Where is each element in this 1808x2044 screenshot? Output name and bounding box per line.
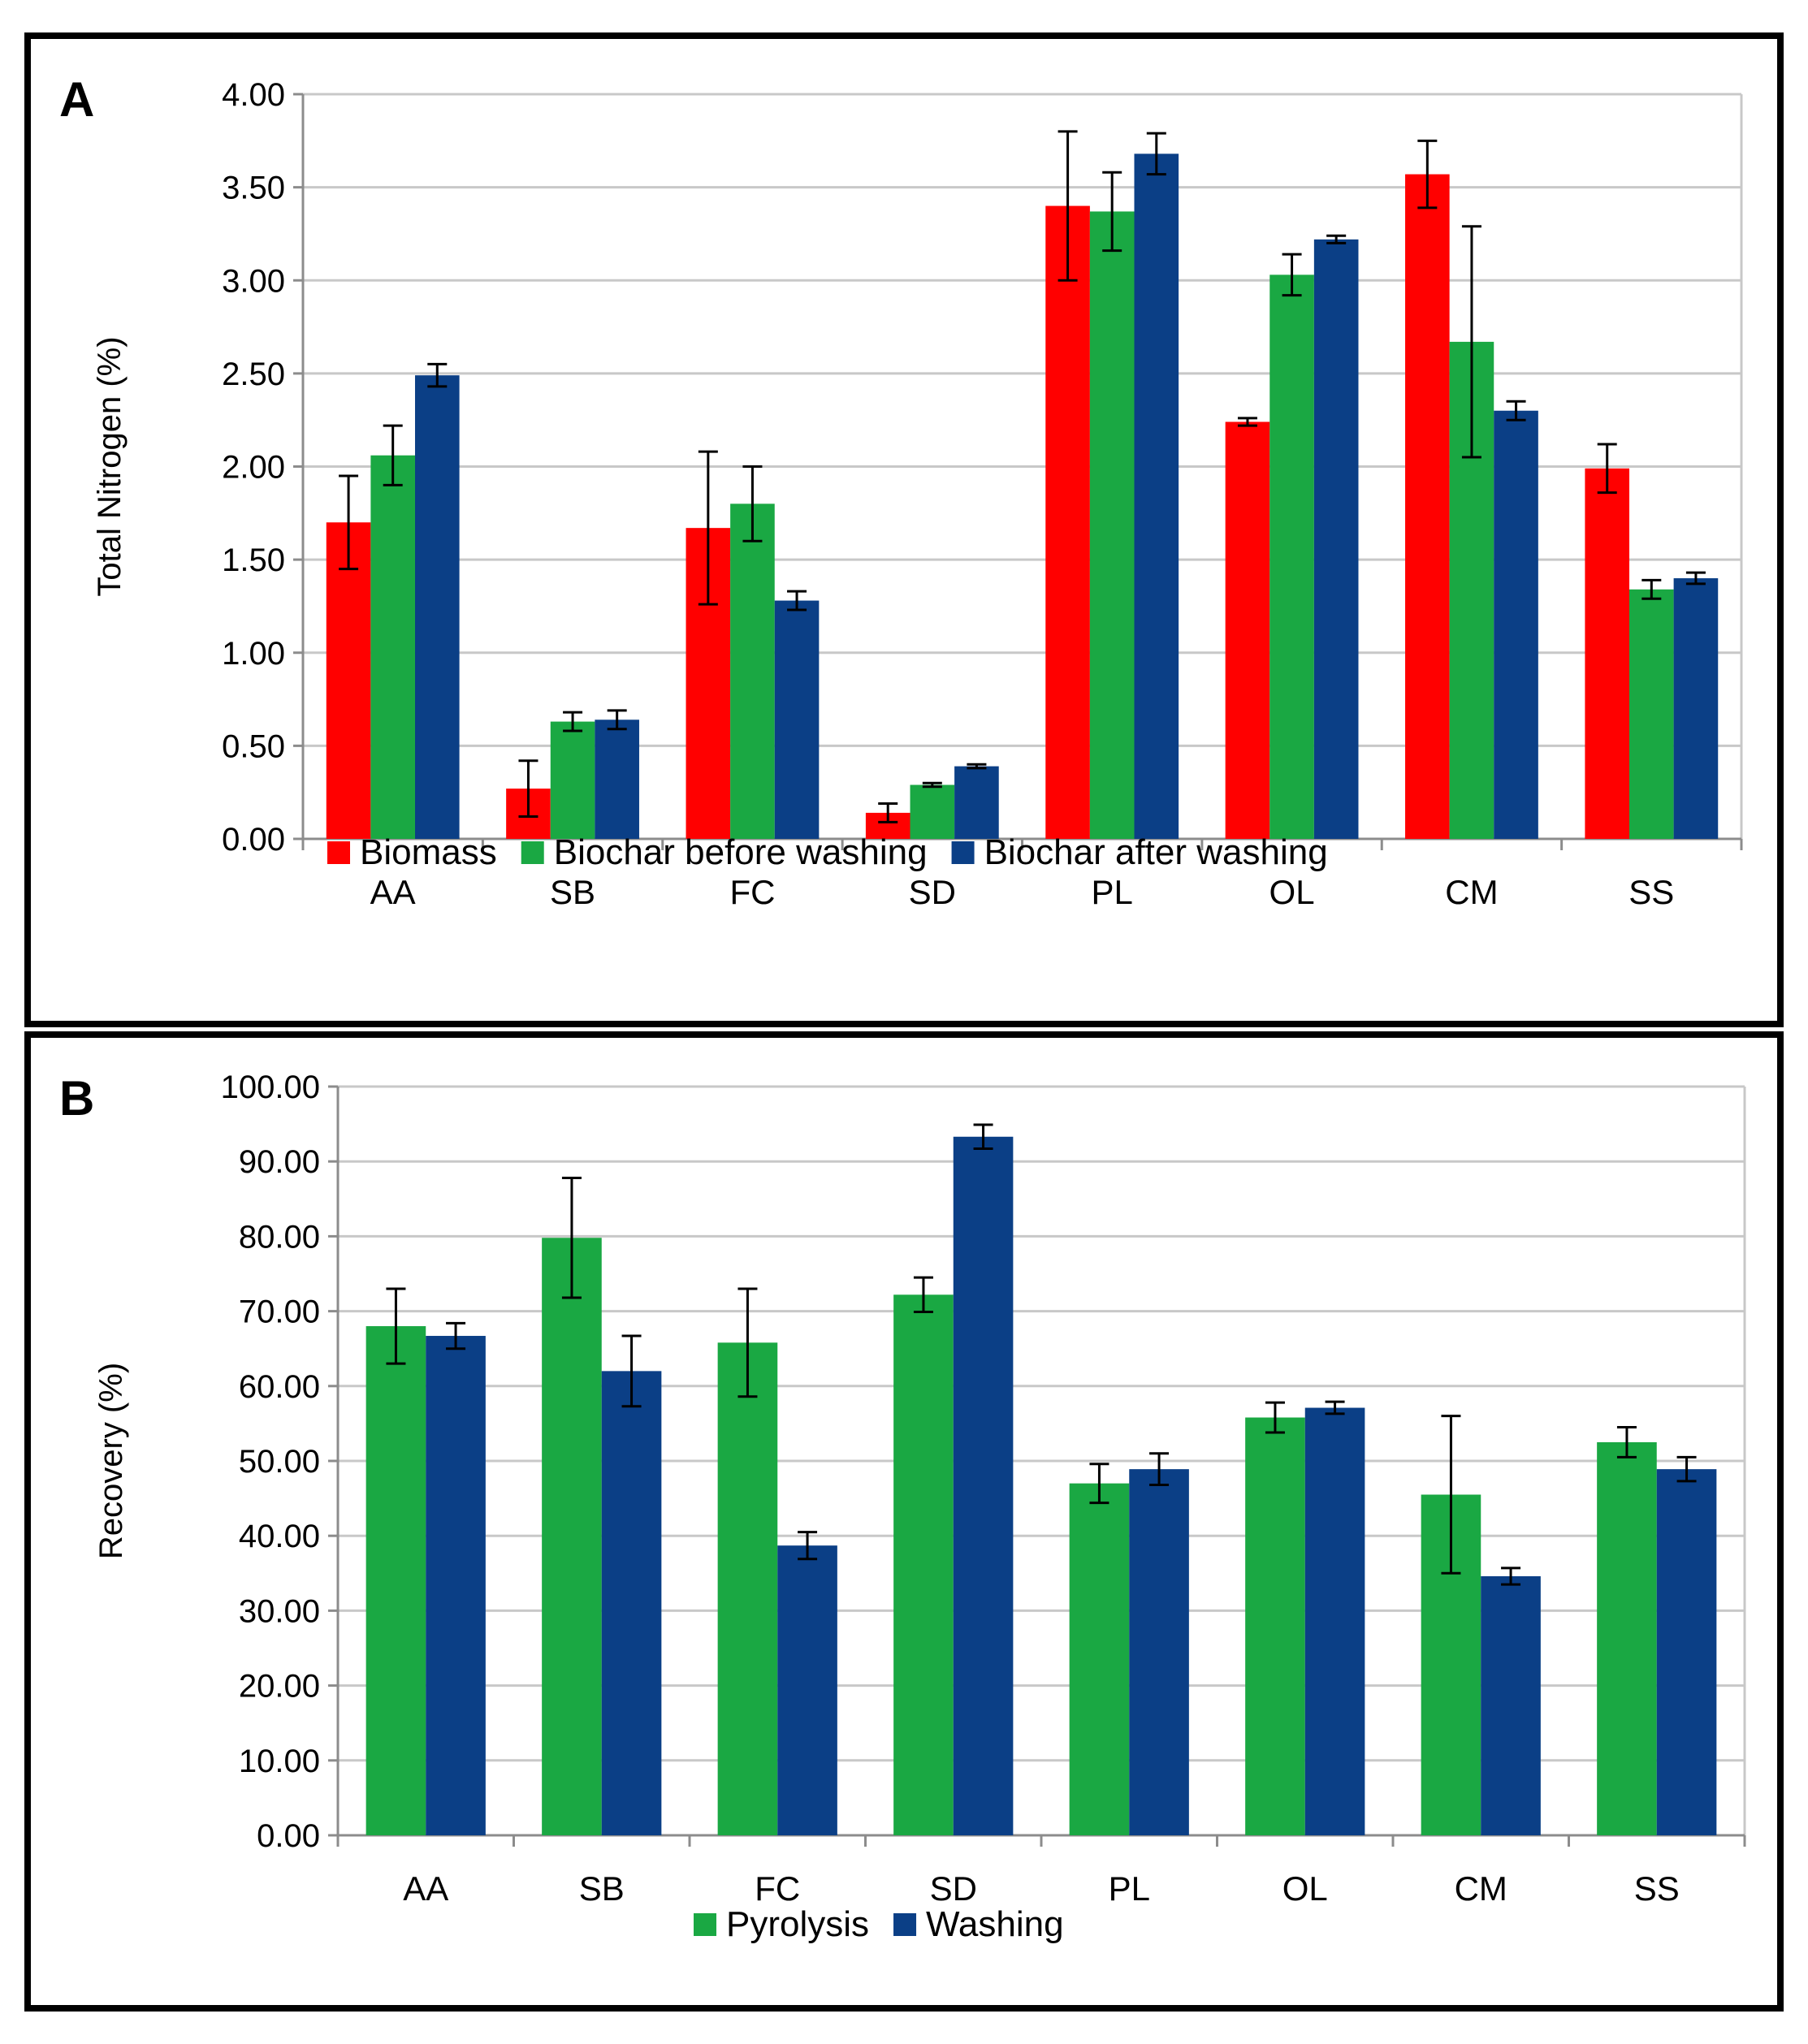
- c0-xtick-label: SS: [1628, 873, 1674, 911]
- c0-xtick-label: OL: [1269, 873, 1315, 911]
- c0-xtick-label: SB: [550, 873, 595, 911]
- y-axis-label-a: Total Nitrogen (%): [92, 336, 128, 596]
- c1-xtick-label: CM: [1455, 1869, 1507, 1908]
- c1-ytick-label: 50.00: [239, 1444, 320, 1480]
- c1-bar-pyrolysis-ol: [1245, 1417, 1305, 1835]
- c1-ytick-label: 80.00: [239, 1219, 320, 1255]
- c0-legend-label-biochar-after-washing: Biochar after washing: [984, 832, 1328, 872]
- chart-a: A Total Nitrogen (%) 0.00 0.50 1.00 1.50 2.0…: [59, 72, 1743, 911]
- c1-bar-washing-sb: [601, 1371, 662, 1835]
- c1-bar-washing-ol: [1304, 1407, 1365, 1835]
- c1-bar-washing-sd: [953, 1136, 1014, 1835]
- c1-bar-pyrolysis-fc: [717, 1342, 778, 1835]
- c0-bar-biochar-after-washing-ol: [1313, 239, 1359, 839]
- c1-bar-washing-pl: [1129, 1469, 1189, 1835]
- c1-bar-washing-aa: [426, 1336, 486, 1835]
- c0-bar-biochar-after-washing-sd: [954, 766, 999, 839]
- c0-bar-biochar-before-washing-sd: [910, 784, 955, 839]
- c1-xtick-label: SB: [579, 1869, 625, 1908]
- c0-bar-biochar-before-washing-aa: [370, 455, 415, 839]
- c0-legend-label-biomass: Biomass: [360, 832, 497, 872]
- c1-bar-pyrolysis-aa: [365, 1326, 426, 1835]
- c0-bar-biochar-after-washing-pl: [1134, 153, 1179, 840]
- panel-label-a: A: [59, 72, 94, 127]
- c0-bar-biochar-after-washing-ss: [1673, 578, 1719, 839]
- c0-bar-biochar-after-washing-aa: [414, 375, 460, 840]
- c0-ytick-label: 3.00: [222, 263, 285, 299]
- c1-legend-swatch-pyrolysis: [694, 1913, 716, 1936]
- c0-bar-biochar-before-washing-pl: [1089, 211, 1135, 839]
- c1-ytick-label: 20.00: [239, 1669, 320, 1705]
- c0-ytick-label: 1.50: [222, 542, 285, 578]
- c0-ytick-label: 0.50: [222, 728, 285, 764]
- c1-bar-washing-fc: [777, 1545, 837, 1835]
- c1-legend-label-pyrolysis: Pyrolysis: [726, 1904, 869, 1944]
- c0-bar-biomass-ol: [1225, 421, 1270, 839]
- c1-ytick-label: 0.00: [257, 1818, 320, 1854]
- c0-xtick-label: SD: [909, 873, 956, 911]
- c1-legend-swatch-washing: [893, 1913, 917, 1936]
- c1-xtick-label: SS: [1634, 1869, 1680, 1908]
- c0-legend-swatch-biomass: [327, 841, 350, 864]
- c1-ytick-label: 10.00: [239, 1744, 320, 1779]
- c0-ytick-label: 2.00: [222, 450, 285, 486]
- c1-xtick-label: FC: [755, 1869, 800, 1908]
- c0-bar-biochar-after-washing-cm: [1494, 410, 1538, 840]
- c1-ytick-label: 90.00: [239, 1144, 320, 1180]
- c0-bar-biochar-before-washing-ol: [1269, 274, 1314, 839]
- c0-ytick-label: 0.00: [222, 822, 285, 858]
- c1-bar-pyrolysis-sb: [542, 1238, 602, 1835]
- c1-ytick-label: 40.00: [239, 1519, 320, 1554]
- c1-ytick-label: 60.00: [239, 1369, 320, 1405]
- c1-ytick-label: 70.00: [239, 1294, 320, 1330]
- panel-label-b: B: [59, 1071, 94, 1126]
- c0-bar-biomass-cm: [1405, 174, 1450, 839]
- c0-bar-biomass-pl: [1045, 205, 1090, 840]
- c1-xtick-label: PL: [1109, 1869, 1150, 1908]
- c0-bar-biochar-before-washing-sb: [550, 721, 595, 839]
- c1-xtick-label: OL: [1282, 1869, 1328, 1908]
- c1-ytick-label: 100.00: [221, 1070, 320, 1105]
- c0-legend-swatch-biochar-after-washing: [951, 841, 975, 864]
- c0-bar-biomass-ss: [1585, 468, 1630, 839]
- panel-a: A Total Nitrogen (%) 0.00 0.50 1.00 1.50 2.0…: [24, 32, 1784, 1027]
- panel-b: B Recovery (%) 0.00 10.00 20.00 30.00 40.00 5…: [24, 1031, 1784, 2012]
- c0-legend-label-biochar-before-washing: Biochar before washing: [554, 832, 928, 872]
- c0-bar-biochar-after-washing-fc: [774, 600, 820, 839]
- c1-bar-pyrolysis-ss: [1597, 1441, 1657, 1835]
- c1-bar-pyrolysis-sd: [893, 1294, 954, 1835]
- chart-b: B Recovery (%) 0.00 10.00 20.00 30.00 40.00 5…: [59, 1070, 1746, 1944]
- c0-ytick-label: 1.00: [222, 636, 285, 672]
- c0-xtick-label: FC: [729, 873, 775, 911]
- c0-xtick-label: AA: [370, 873, 416, 911]
- c1-ytick-label: 30.00: [239, 1593, 320, 1629]
- c0-ytick-label: 2.50: [222, 357, 285, 392]
- c0-bar-biochar-before-washing-ss: [1629, 589, 1674, 839]
- c1-bar-pyrolysis-pl: [1069, 1483, 1130, 1835]
- c0-bar-biomass-aa: [326, 522, 371, 839]
- c0-ytick-label: 4.00: [222, 77, 285, 113]
- c1-xtick-label: SD: [930, 1869, 977, 1908]
- c0-bar-biochar-after-washing-sb: [595, 720, 639, 839]
- c1-xtick-label: AA: [403, 1869, 448, 1908]
- c0-xtick-label: CM: [1445, 873, 1498, 911]
- c1-bar-washing-ss: [1656, 1469, 1717, 1835]
- c1-bar-washing-cm: [1481, 1575, 1541, 1835]
- c1-legend-label-washing: Washing: [926, 1904, 1064, 1944]
- c0-legend-swatch-biochar-before-washing: [521, 841, 544, 864]
- c0-xtick-label: PL: [1092, 873, 1133, 911]
- y-axis-label-b: Recovery (%): [93, 1363, 129, 1559]
- c0-bar-biochar-before-washing-fc: [730, 503, 775, 839]
- c0-ytick-label: 3.50: [222, 171, 285, 206]
